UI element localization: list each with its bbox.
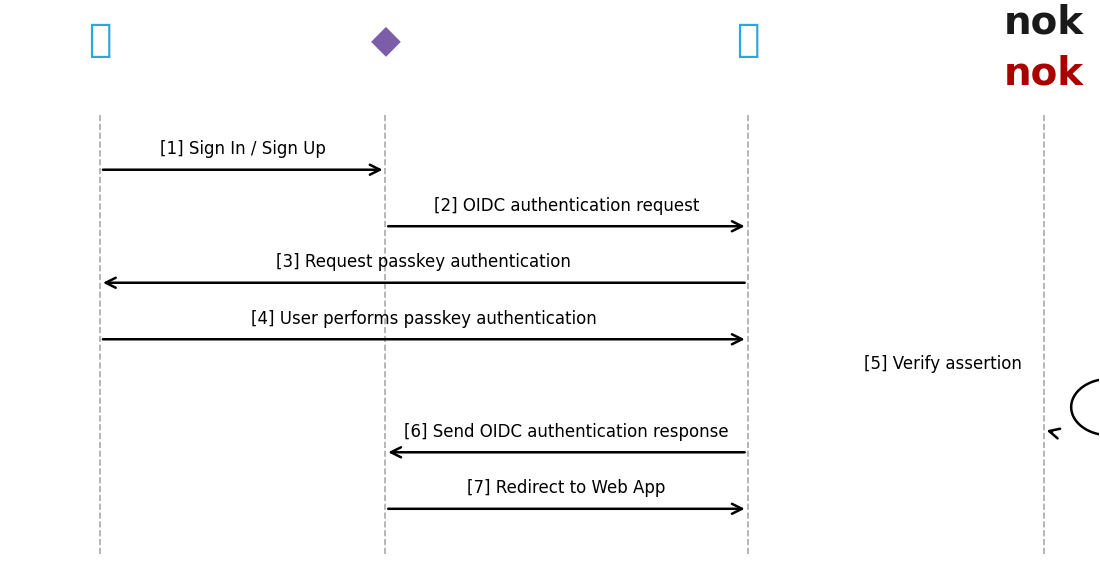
Text: [7] Redirect to Web App: [7] Redirect to Web App xyxy=(468,480,666,498)
Text: [4] User performs passkey authentication: [4] User performs passkey authentication xyxy=(251,310,596,328)
Text: nok: nok xyxy=(1003,55,1084,92)
Text: [2] OIDC authentication request: [2] OIDC authentication request xyxy=(433,197,700,215)
Text: [6] Send OIDC authentication response: [6] Send OIDC authentication response xyxy=(404,423,729,441)
Text: 🖥: 🖥 xyxy=(736,21,759,59)
Text: ◆: ◆ xyxy=(371,21,400,59)
Text: [3] Request passkey authentication: [3] Request passkey authentication xyxy=(276,253,571,272)
Text: nok: nok xyxy=(1003,4,1084,42)
Text: [5] Verify assertion: [5] Verify assertion xyxy=(864,355,1022,373)
Text: 👤: 👤 xyxy=(88,21,112,59)
Text: [1] Sign In / Sign Up: [1] Sign In / Sign Up xyxy=(160,140,326,158)
